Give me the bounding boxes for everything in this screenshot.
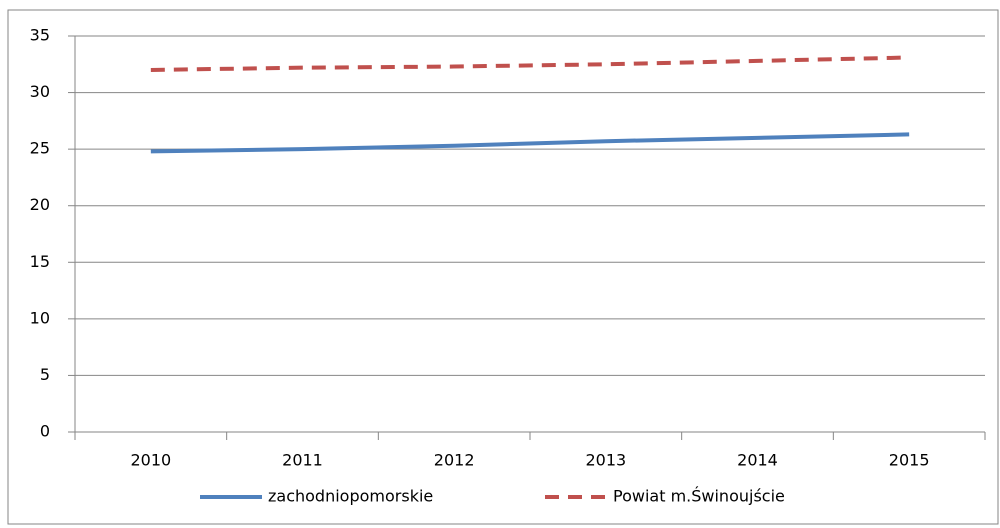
y-tick-label: 25	[30, 139, 50, 158]
y-tick-label: 35	[30, 26, 50, 45]
series-line	[150, 55, 910, 72]
y-tick-label: 30	[30, 82, 50, 101]
x-tick-label: 2015	[889, 451, 930, 470]
legend-label: Powiat m.Świnoujście	[613, 487, 785, 506]
x-tick-label: 2012	[434, 451, 475, 470]
y-tick-label: 0	[40, 422, 50, 441]
legend-label: zachodniopomorskie	[268, 487, 433, 506]
x-tick-label: 2014	[737, 451, 778, 470]
y-tick-label: 15	[30, 252, 50, 271]
series-line	[150, 132, 910, 154]
chart-frame	[7, 9, 999, 525]
y-tick-label: 20	[30, 195, 50, 214]
y-tick-label: 5	[40, 365, 50, 384]
x-tick-label: 2010	[130, 451, 171, 470]
x-tick-label: 2013	[585, 451, 626, 470]
y-tick-label: 10	[30, 308, 50, 327]
x-tick-label: 2011	[282, 451, 323, 470]
